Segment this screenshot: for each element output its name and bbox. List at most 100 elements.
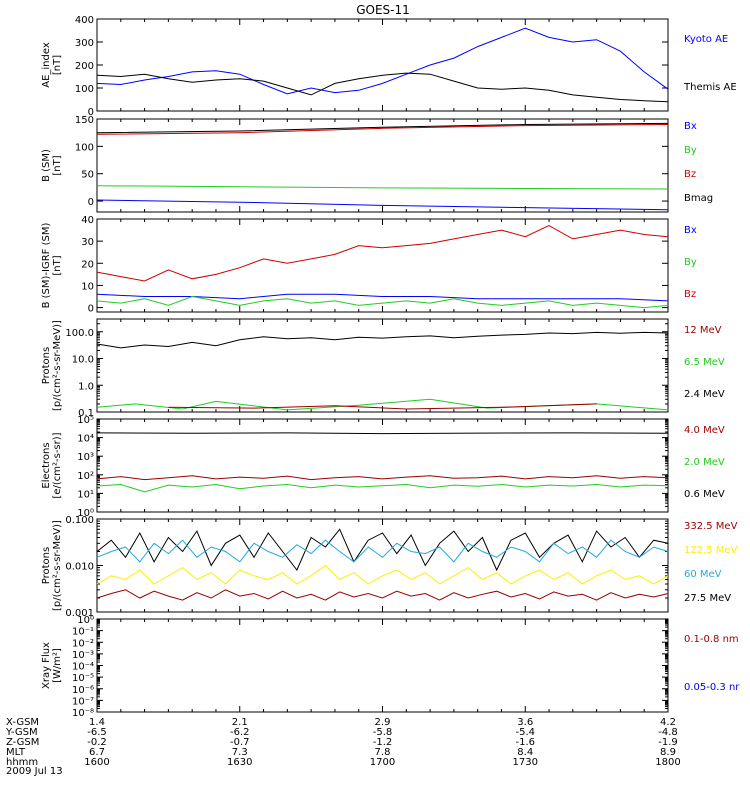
legend-entry: 12 MeV — [684, 325, 722, 336]
y-axis-label: Electrons — [41, 442, 52, 488]
series-line-332-5-mev — [96, 589, 669, 601]
x-row-value: -6.5 — [87, 727, 107, 738]
y-tick-label: 10⁻⁶ — [72, 685, 94, 696]
x-row-value: 3.6 — [517, 717, 533, 728]
legend-entry: 6.5 MeV — [684, 357, 725, 368]
y-tick-label: 0.1 — [78, 408, 94, 419]
y-tick-label: 10⁻⁷ — [72, 696, 94, 707]
series-line-2-0-mev — [96, 483, 669, 493]
y-tick-label: 10 — [81, 281, 94, 292]
y-tick-label: 10⁻⁵ — [72, 673, 94, 684]
x-row-value: 2.1 — [232, 717, 248, 728]
legend-entry: Bx — [684, 121, 697, 132]
x-row-value: 6.7 — [89, 747, 105, 758]
panel-frame — [96, 18, 669, 112]
y-axis-label: B (SM) — [41, 149, 52, 182]
y-axis-label: [nT] — [52, 155, 63, 175]
y-tick-label: 0.001 — [65, 608, 94, 619]
series-line-by — [96, 295, 669, 309]
series-line-4-0-mev — [96, 475, 669, 481]
legend-entry: Bmag — [684, 193, 713, 204]
x-row-name: Z-GSM — [6, 737, 39, 748]
series-line-bx — [96, 199, 669, 211]
panel-electrons: 10⁰ 10¹ 10² 10³ 10⁴ 10⁵ Electrons [e/(cm²-s-sr)… — [41, 415, 725, 519]
legend-entry: 0.05-0.3 nr — [684, 682, 740, 693]
y-axis-label: Protons — [41, 347, 52, 384]
legend-entry: Kyoto AE — [684, 34, 728, 45]
legend-entry: Themis AE — [683, 82, 737, 93]
y-tick-label: 1.0 — [78, 381, 94, 392]
y-tick-label: 100.0 — [65, 328, 94, 339]
y-tick-label: 20 — [81, 259, 94, 270]
series-line-2-4-mev — [96, 331, 669, 349]
series-line-kyoto-ae — [96, 27, 669, 95]
y-axis-label: [p/(cm²-s-sr-MeV)] — [52, 320, 63, 411]
chart-title: GOES-11 — [356, 3, 410, 17]
legend-entry: 0.1-0.8 nm — [684, 634, 739, 645]
x-row-value: 1630 — [227, 757, 252, 768]
legend-entry: 2.0 MeV — [684, 457, 725, 468]
legend-entry: 4.0 MeV — [684, 425, 725, 436]
x-row-name: MLT — [6, 747, 26, 758]
y-axis-label: [e/(cm²-s-sr)] — [52, 432, 63, 498]
y-tick-label: 10⁻⁸ — [72, 708, 94, 719]
x-row-name: Y-GSM — [5, 727, 38, 738]
x-row-value: 7.3 — [232, 747, 248, 758]
x-row-value: 2.9 — [375, 717, 391, 728]
x-row-value: 8.4 — [517, 747, 533, 758]
y-tick-label: 10⁻³ — [72, 650, 94, 661]
legend-entry: By — [684, 145, 697, 156]
legend-entry: 332.5 MeV — [684, 521, 738, 532]
y-tick-label: 150 — [75, 115, 94, 126]
legend-entry: 60 MeV — [684, 569, 722, 580]
y-tick-label: 10³ — [77, 452, 94, 463]
y-tick-label: 10⁴ — [77, 434, 94, 445]
x-row-value: 1800 — [655, 757, 680, 768]
y-tick-label: 100 — [75, 142, 94, 153]
series-line-0-6-mev — [96, 432, 669, 435]
y-axis-label: Protons — [41, 547, 52, 584]
x-row-value: 1.4 — [89, 717, 105, 728]
y-tick-label: 400 — [75, 15, 94, 26]
panel-bsm: 0 50 100 150 B (SM) [nT] Bx By Bz Bmag — [41, 115, 713, 213]
series-line-by — [96, 185, 669, 190]
x-row-value: -4.8 — [658, 727, 678, 738]
x-row-value: -1.9 — [658, 737, 678, 748]
y-tick-label: 10.0 — [72, 355, 94, 366]
panel-ae: 0 100 200 300 400 AE_index [nT] Kyoto AE Themis … — [41, 15, 737, 118]
x-row-name: X-GSM — [6, 717, 39, 728]
y-tick-label: 10⁵ — [77, 415, 94, 426]
y-tick-label: 200 — [75, 61, 94, 72]
y-tick-label: 300 — [75, 38, 94, 49]
panel-frame — [96, 218, 669, 313]
panel-bdiff: 0 10 20 30 40 B (SM)-IGRF (SM) [nT] Bx By Bz — [41, 215, 697, 315]
date-label: 2009 Jul 13 — [6, 766, 63, 777]
x-row-value: -0.2 — [87, 737, 107, 748]
series-line-12-mev — [168, 403, 597, 410]
panel-protons1: 0.1 1.0 10.0 100.0 Protons [p/(cm²-s-sr-MeV)]… — [41, 318, 725, 419]
legend-entry: Bz — [684, 169, 696, 180]
y-tick-label: 100 — [75, 84, 94, 95]
y-axis-label: Xray Flux — [41, 642, 52, 689]
y-tick-label: 10⁰ — [77, 615, 94, 626]
legend-entry: 27.5 MeV — [684, 593, 731, 604]
y-tick-label: 50 — [81, 170, 94, 181]
y-axis-label: [p/(cm²-s-sr-MeV)] — [52, 520, 63, 611]
y-tick-label: 10⁻¹ — [72, 627, 94, 638]
series-line-27-5-mev — [96, 528, 669, 572]
y-axis-label: B (SM)-IGRF (SM) — [41, 223, 52, 309]
legend-entry: Bx — [684, 225, 697, 236]
series-line-bz — [96, 225, 669, 282]
y-tick-label: 10⁻⁴ — [72, 662, 94, 673]
y-tick-label: 10⁰ — [77, 508, 94, 519]
legend-entry: 0.6 MeV — [684, 489, 725, 500]
y-tick-label: 0.100 — [65, 515, 94, 526]
series-line-60-mev — [96, 539, 669, 563]
series-line-122-5-mev — [96, 564, 669, 585]
y-tick-label: 0.010 — [65, 562, 94, 573]
x-row-value: 1730 — [513, 757, 538, 768]
panel-protons2: 0.001 0.010 0.100 Protons [p/(cm²-s-sr-MeV)]… — [41, 515, 738, 619]
x-row-value: 4.2 — [660, 717, 676, 728]
y-tick-label: 10² — [77, 471, 94, 482]
